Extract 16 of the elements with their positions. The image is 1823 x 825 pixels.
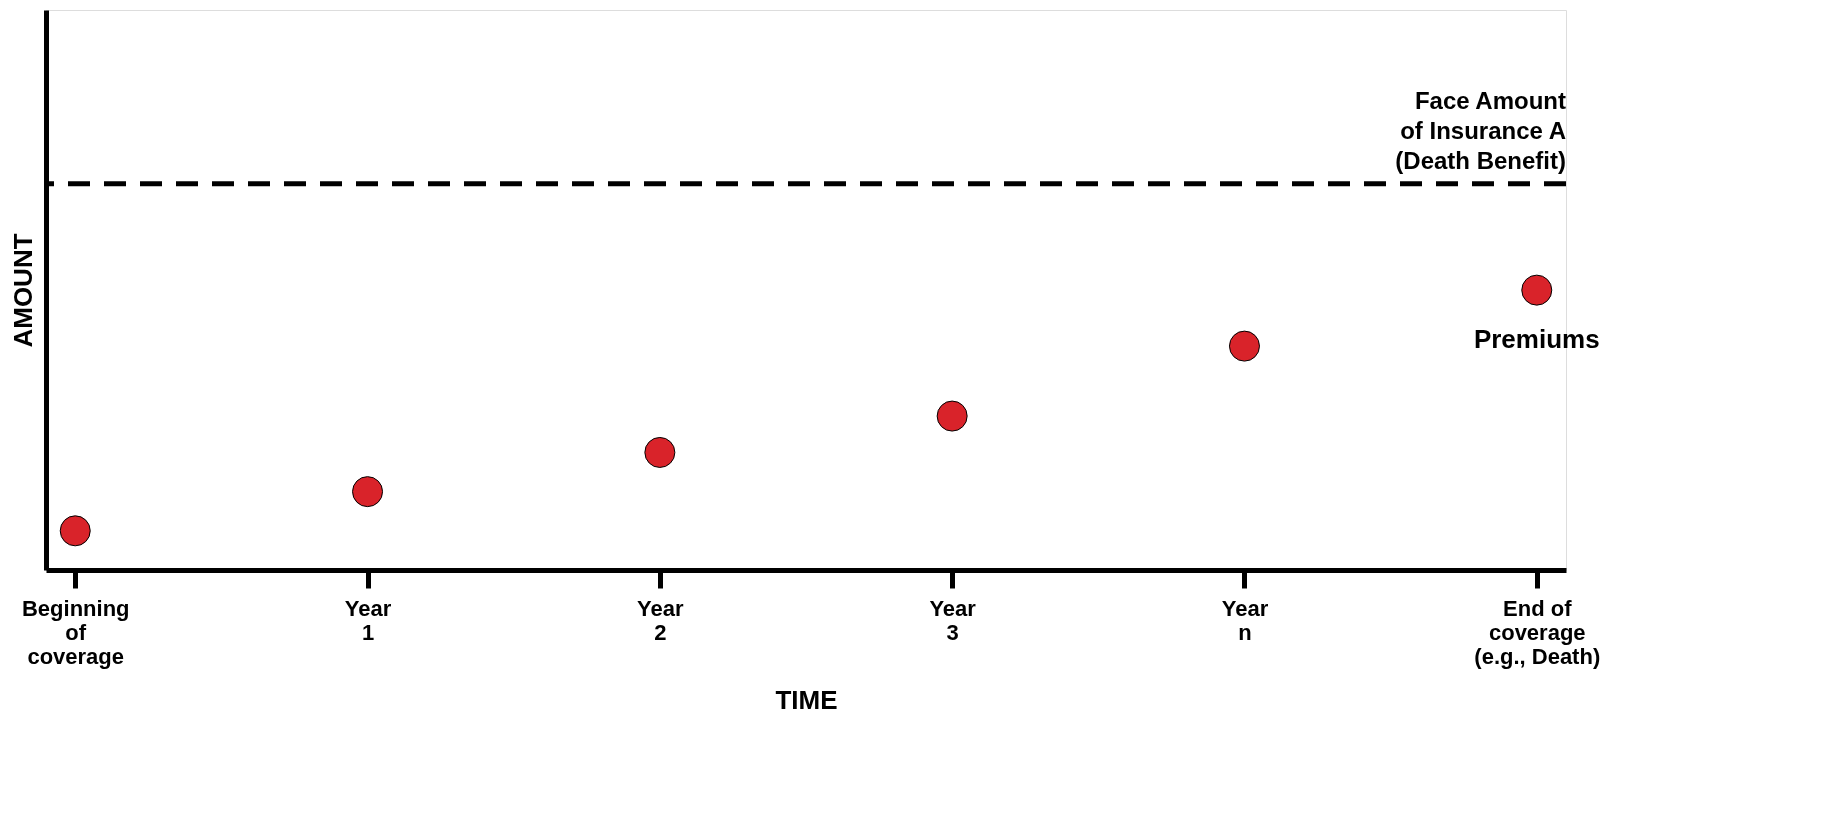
- annotation: Premiums: [1473, 324, 1600, 355]
- x-tick-label: Year n: [1221, 595, 1269, 645]
- x-tick-label: Year 2: [637, 595, 685, 645]
- x-tick-label: End of coverage (e.g., Death): [1474, 595, 1601, 669]
- ref-line-label: Face Amount of Insurance A (Death Benefit): [1395, 86, 1567, 174]
- point: [644, 436, 676, 468]
- point: [936, 400, 968, 432]
- point: [352, 476, 384, 508]
- x-axis-title: TIME: [775, 684, 838, 715]
- x-tick-label: Beginning of coverage: [21, 595, 130, 669]
- point: [59, 515, 91, 547]
- point: [1228, 330, 1260, 362]
- point: [1521, 274, 1553, 306]
- x-tick-label: Year 1: [344, 595, 392, 645]
- y-axis-title: AMOUNT: [7, 233, 38, 348]
- x-tick-label: Year 3: [929, 595, 977, 645]
